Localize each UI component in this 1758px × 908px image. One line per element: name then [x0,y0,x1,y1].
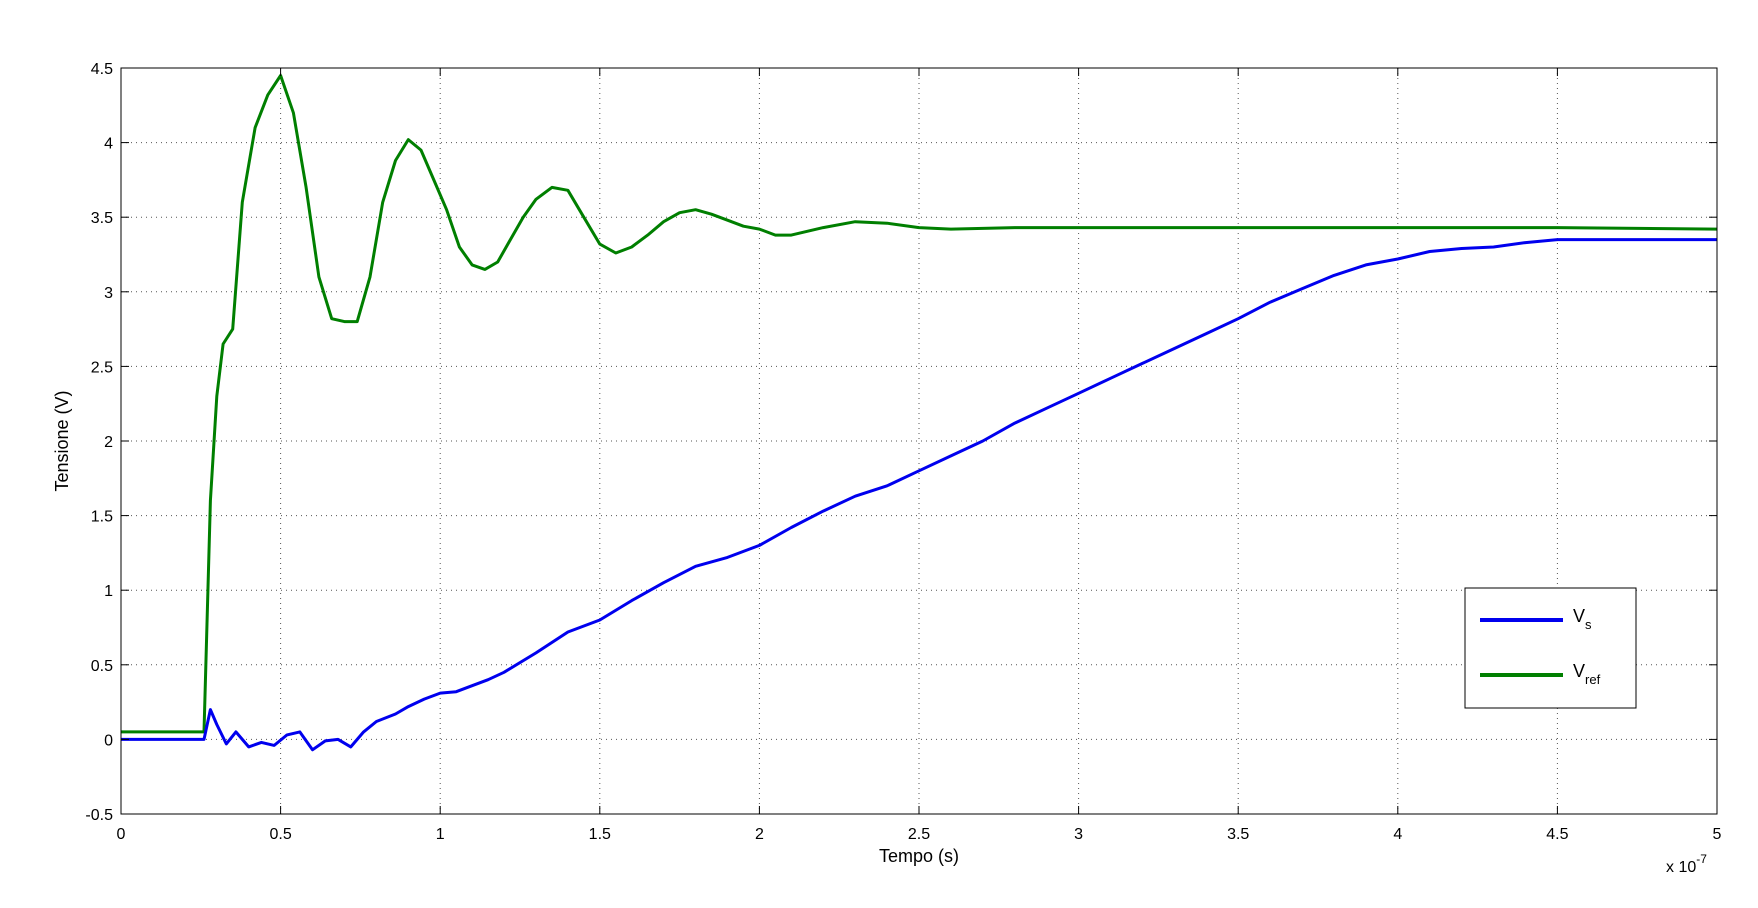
series-layer [121,74,1718,752]
y-tick-labels: -0.5 0 0.5 1 1.5 2 2.5 3 3.5 4 4.5 [85,61,113,824]
x-exponent-base: x 10 [1666,859,1696,876]
series-line-vref [121,74,1718,734]
x-tick-label: 4.5 [1546,826,1568,843]
legend-label-vref-main: V [1573,661,1585,681]
y-tick-label: 1 [104,583,113,600]
y-tick-label: 3.5 [91,210,113,227]
legend-box [1464,587,1637,709]
y-tick-label: 2 [104,434,113,451]
tick-marks [120,67,1718,815]
x-tick-label: 4 [1393,826,1402,843]
series-line-vs [121,238,1717,752]
legend-label-vs-main: V [1573,606,1585,626]
legend-label-vref-sub: ref [1585,672,1601,687]
x-exponent-label: x 10-7 [1666,852,1707,876]
y-tick-label: 1.5 [91,509,113,526]
legend-label-vs: Vs [1573,606,1592,632]
y-axis-label: Tensione (V) [52,390,72,491]
y-tick-label: 2.5 [91,359,113,376]
y-tick-label: 0.5 [91,658,113,675]
x-exponent-power: -7 [1696,852,1707,866]
y-tick-label: 3 [104,285,113,302]
legend: Vs Vref [1464,587,1637,709]
legend-label-vs-sub: s [1585,617,1592,632]
x-axis-label: Tempo (s) [879,846,959,866]
x-tick-label: 1.5 [589,826,611,843]
y-tick-label: -0.5 [85,807,113,824]
x-tick-label: 0.5 [269,826,291,843]
x-tick-labels: 0 0.5 1 1.5 2 2.5 3 3.5 4 4.5 5 [117,826,1722,843]
x-tick-label: 3.5 [1227,826,1249,843]
y-tick-label: 0 [104,732,113,749]
grid-lines [121,68,1717,814]
x-tick-label: 0 [117,826,126,843]
x-tick-label: 3 [1074,826,1083,843]
x-tick-label: 2.5 [908,826,930,843]
x-tick-label: 5 [1713,826,1722,843]
y-tick-label: 4 [104,136,113,153]
x-tick-label: 1 [436,826,445,843]
x-tick-label: 2 [755,826,764,843]
y-tick-label: 4.5 [91,61,113,78]
legend-label-vref: Vref [1573,661,1601,687]
